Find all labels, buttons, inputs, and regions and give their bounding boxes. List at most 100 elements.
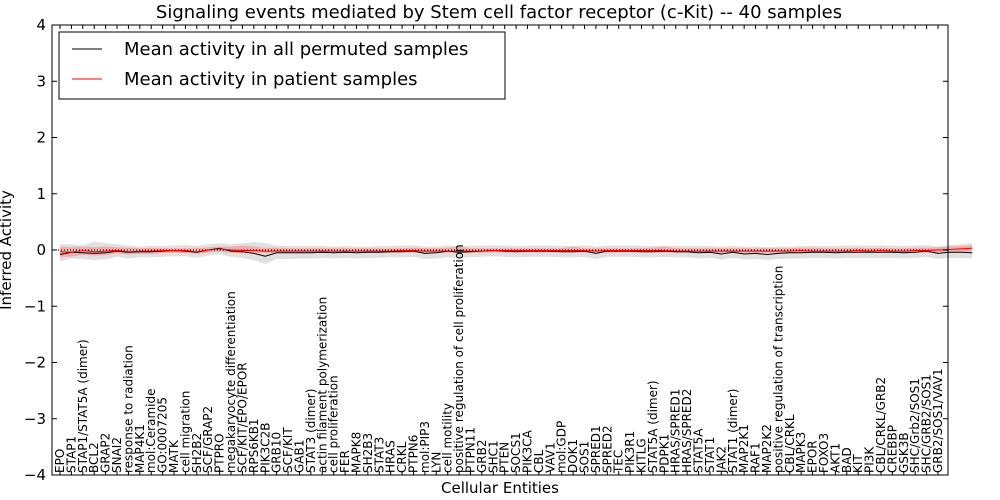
y-tick-label: −2 xyxy=(24,354,46,372)
x-tick-label: PIK3C2B xyxy=(258,422,272,473)
x-tick-label: GRB10 xyxy=(270,432,284,473)
x-tick-label: CBL/CRKL/GRB2 xyxy=(874,377,888,473)
x-tick-label: KITLG xyxy=(635,438,649,473)
x-tick-label: EPO xyxy=(53,449,67,473)
x-tick-label: cell migration xyxy=(178,391,192,473)
x-tick-label: STAT1 xyxy=(703,437,717,473)
x-tick-label: PTPN6 xyxy=(406,435,420,473)
x-tick-label: TEC xyxy=(612,450,626,474)
x-tick-label: RAF1 xyxy=(749,442,763,473)
x-tick-label: SOCS1 xyxy=(509,432,523,473)
x-tick-label: SOS1 xyxy=(578,441,592,473)
legend: Mean activity in all permuted samples Mea… xyxy=(58,31,506,100)
x-tick-label: PI3K xyxy=(863,446,877,473)
y-tick-label: 1 xyxy=(36,185,46,203)
x-axis-label: Cellular Entities xyxy=(441,479,559,497)
y-tick-label: 4 xyxy=(36,16,46,34)
y-tick-label: −1 xyxy=(24,297,46,315)
x-tick-label: CRKL xyxy=(395,441,409,473)
x-tick-label: positive regulation of transcription xyxy=(771,266,785,473)
y-tick-label: 2 xyxy=(36,129,46,147)
x-tick-label: PTPN11 xyxy=(463,427,477,473)
x-tick-label: SPRED2 xyxy=(600,425,614,473)
permuted-spread-band xyxy=(60,241,973,265)
x-tick-label: MAPK8 xyxy=(349,432,363,473)
x-tick-label: SCF/KIT xyxy=(281,427,295,473)
x-tick-label: megakaryocyte differentiation xyxy=(224,291,238,473)
x-tick-label: SCF/GRAP2 xyxy=(201,406,215,473)
x-tick-label: EPOR xyxy=(806,440,820,473)
legend-label-patient: Mean activity in patient samples xyxy=(124,69,418,90)
x-tick-label: HRAS xyxy=(384,440,398,473)
x-tick-label: PTEN xyxy=(498,442,512,473)
x-tick-label: PIK3R1 xyxy=(623,431,637,473)
x-tick-label: STAT5A (dimer) xyxy=(646,380,660,473)
x-tick-label: FER xyxy=(338,450,352,473)
x-tick-label: STAP1/STAT5A (dimer) xyxy=(76,339,90,473)
chart-title: Signaling events mediated by Stem cell f… xyxy=(156,2,842,23)
x-tick-label: response to radiation xyxy=(121,345,135,473)
x-tick-label: GO:0007205 xyxy=(156,397,170,473)
x-tick-label: SHC/Grb2/SOS1 xyxy=(908,378,922,473)
x-tick-label: PDPK1 xyxy=(657,434,671,473)
x-tick-label: KIT xyxy=(851,454,865,473)
x-tick-label: HRAS/SPRED2 xyxy=(680,389,694,473)
x-tick-label: SPRED1 xyxy=(589,425,603,473)
x-tick-label: STAT3 xyxy=(372,437,386,473)
x-tick-label: RPS6KB1 xyxy=(247,418,261,473)
x-tick-label: MAP2K1 xyxy=(737,424,751,473)
x-tick-label: CBL xyxy=(532,449,546,473)
x-tick-label: BAD xyxy=(840,447,854,473)
x-tick-label: STAT3 (dimer) xyxy=(304,389,318,473)
y-axis-label: Inferred Activity xyxy=(0,190,15,310)
x-tick-label: HRAS/SPRED1 xyxy=(669,389,683,473)
x-tick-label: SHC1 xyxy=(486,440,500,473)
x-tick-label: positive regulation of cell proliferatio… xyxy=(452,244,466,473)
x-tick-label: CREBBP xyxy=(885,425,899,473)
x-tick-label: MATK xyxy=(167,439,181,473)
x-tick-label: CBL/CRKL xyxy=(783,414,797,473)
x-tick-label: MAP2K2 xyxy=(760,424,774,473)
x-tick-label: actin filament polymerization xyxy=(315,297,329,473)
x-tick-label: LYN xyxy=(429,452,443,473)
x-tick-label: STAP1 xyxy=(64,436,78,473)
x-tick-label: BCL2 xyxy=(87,442,101,473)
x-tick-label: mol:GDP xyxy=(555,421,569,473)
legend-label-permuted: Mean activity in all permuted samples xyxy=(124,39,468,60)
series-line-patient xyxy=(59,247,973,253)
x-tick-label: VAV1 xyxy=(543,442,557,473)
x-tick-label: AKT1 xyxy=(828,443,842,473)
x-tick-label: GSK3B xyxy=(897,432,911,473)
y-tick-label: 3 xyxy=(36,72,46,90)
x-tick-label: MAPK3 xyxy=(794,432,808,473)
x-tick-label: GRB2 xyxy=(475,439,489,473)
x-tick-label: cell motility xyxy=(441,403,455,473)
y-axis-ticks: −4 −3 −2 −1 0 1 2 3 4 xyxy=(24,16,948,484)
x-tick-label: MAP4K1 xyxy=(133,424,147,473)
x-tick-label: mol:Ceramide xyxy=(144,389,158,473)
x-tick-label: GRB2/SOS1/VAV1 xyxy=(931,368,945,473)
x-tick-label: STAT5A xyxy=(692,428,706,473)
x-tick-label: STAT1 (dimer) xyxy=(726,389,740,473)
x-tick-label: FOXO3 xyxy=(817,433,831,473)
x-tick-label: SH2B3 xyxy=(361,433,375,473)
x-tick-label: SCF/KIT/EPO/EPOR xyxy=(235,362,249,473)
patient-spread-band xyxy=(60,245,973,257)
x-tick-label: GRAP2 xyxy=(99,433,113,473)
y-tick-label: −3 xyxy=(24,410,46,428)
x-tick-label: SHC/GRB2/SOS1 xyxy=(920,374,934,473)
x-tick-label: cell proliferation xyxy=(327,375,341,473)
x-tick-label: SH2B2 xyxy=(190,433,204,473)
y-tick-label: −4 xyxy=(24,466,46,484)
x-tick-label: JAK2 xyxy=(714,446,728,474)
x-tick-label: mol:PIP3 xyxy=(418,421,432,473)
x-tick-label: SNAI2 xyxy=(110,437,124,473)
x-tick-label: PTPRO xyxy=(213,433,227,473)
y-tick-label: 0 xyxy=(36,241,46,259)
x-tick-label: DOK1 xyxy=(566,439,580,473)
x-tick-label: PIK3CA xyxy=(521,429,535,473)
x-tick-label: GAB1 xyxy=(292,440,306,473)
legend-box xyxy=(58,31,506,100)
